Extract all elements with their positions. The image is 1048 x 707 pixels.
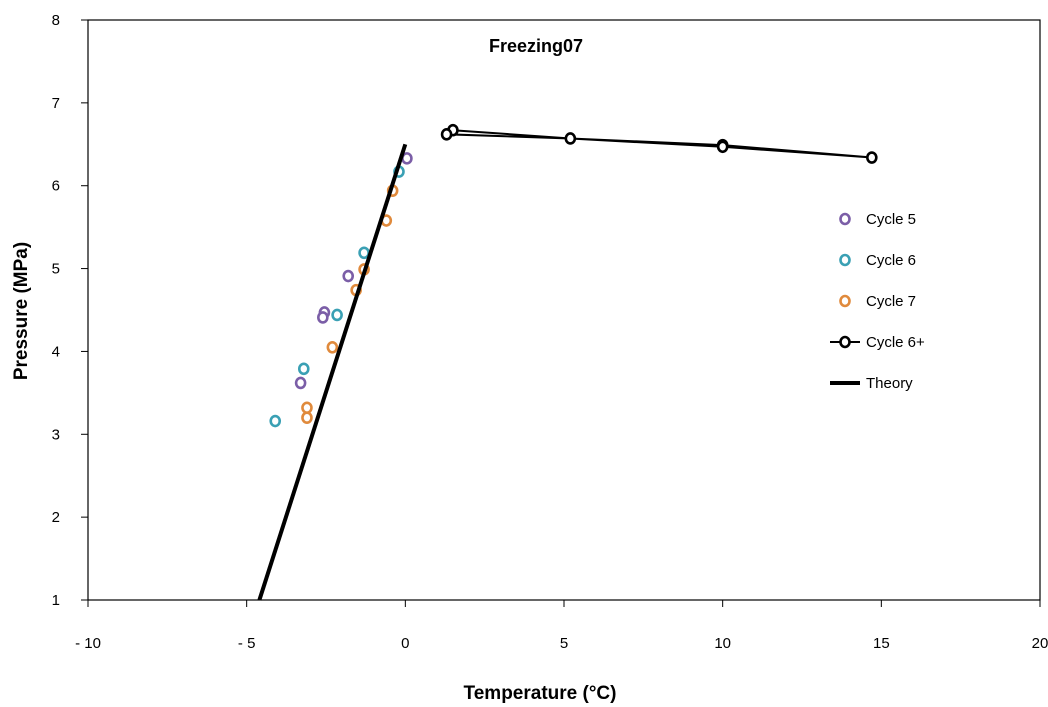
legend-item-cycle-6: Cycle 6 [839, 252, 916, 269]
y-tick-label: 3 [52, 426, 60, 443]
y-tick-label: 6 [52, 178, 60, 195]
data-point [440, 128, 453, 141]
axis-ticks: - 10 - 5 0 5 10 15 20 1 2 3 4 5 6 7 8 [52, 12, 1048, 652]
data-point [297, 362, 310, 376]
data-point [269, 414, 282, 428]
legend-label: Cycle 5 [866, 211, 916, 228]
data-point [301, 401, 313, 415]
data-point [331, 308, 343, 322]
plot-frame [87, 19, 1041, 601]
y-axis-title: Pressure (MPa) [11, 242, 32, 380]
series-cycle-7 [301, 184, 399, 425]
y-tick-label: 1 [52, 592, 60, 609]
legend-label: Cycle 6+ [866, 334, 925, 351]
series-cycle-6 [440, 123, 878, 164]
cycle-6-line [443, 129, 872, 159]
y-tick-label: 7 [52, 95, 60, 112]
x-tick-label: 10 [714, 635, 731, 652]
series-theory [257, 143, 408, 601]
data-point [564, 132, 577, 145]
legend-label: Cycle 7 [866, 293, 916, 310]
legend-marker [839, 253, 851, 267]
x-tick-label: 0 [401, 635, 409, 652]
data-point [716, 140, 729, 154]
x-tick-label: 20 [1032, 635, 1048, 652]
legend-label: Theory [866, 375, 913, 392]
data-point [317, 311, 329, 324]
legend-marker [839, 335, 851, 349]
plot-area-border [87, 19, 1041, 601]
legend-item-cycle-6: Cycle 6+ [830, 334, 925, 351]
legend: Cycle 5 Cycle 6 Cycle 7 Cycle 6+ Theory [830, 211, 925, 392]
y-tick-label: 5 [52, 261, 60, 278]
data-point [342, 269, 355, 283]
legend-item-cycle-5: Cycle 5 [839, 211, 916, 228]
x-tick-label: 15 [873, 635, 890, 652]
x-tick-label: 5 [560, 635, 568, 652]
data-point [358, 246, 370, 260]
x-tick-label: - 5 [238, 635, 256, 652]
legend-label: Cycle 6 [866, 252, 916, 269]
legend-marker [839, 212, 851, 226]
theory-line [257, 143, 408, 601]
legend-marker [839, 294, 851, 308]
series-cycle-6 [269, 165, 405, 428]
data-point [326, 340, 339, 354]
x-axis-title: Temperature (°C) [464, 683, 617, 704]
data-point [866, 151, 878, 164]
legend-item-theory: Theory [830, 375, 913, 392]
data-series [257, 123, 878, 601]
y-tick-label: 8 [52, 12, 60, 29]
chart-title: Freezing07 [489, 36, 583, 56]
y-tick-label: 2 [52, 509, 60, 526]
data-point [294, 376, 307, 390]
x-tick-label: - 10 [75, 635, 101, 652]
series-cycle-5 [294, 152, 413, 390]
y-tick-label: 4 [52, 343, 60, 360]
legend-item-cycle-7: Cycle 7 [839, 293, 916, 310]
data-point [301, 411, 313, 425]
